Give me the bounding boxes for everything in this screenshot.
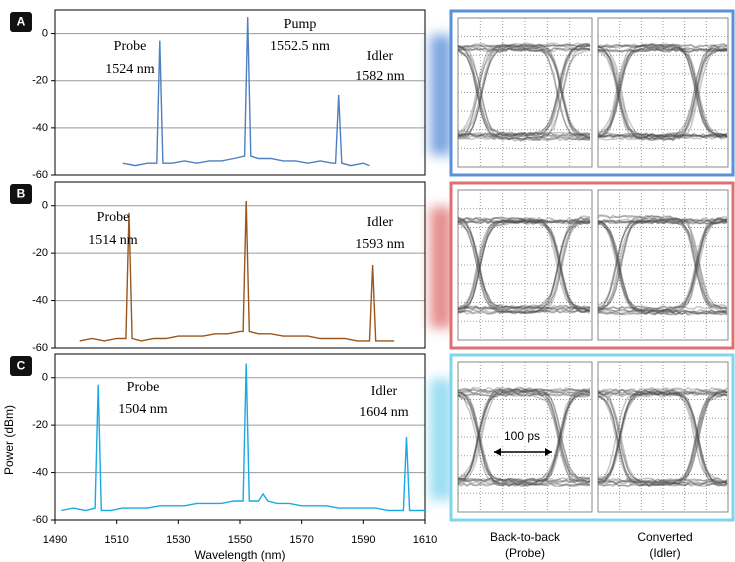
annotation: Pump	[284, 17, 317, 32]
x-tick-label: 1570	[289, 534, 313, 546]
annotation: 1582 nm	[355, 69, 405, 84]
x-tick-label: 1510	[104, 534, 128, 546]
annotation: Idler	[371, 384, 398, 399]
y-tick-label: -40	[32, 122, 48, 134]
y-tick-label: 0	[42, 200, 48, 212]
y-tick-label: -60	[32, 342, 48, 354]
y-tick-label: -40	[32, 466, 48, 478]
annotation: 1604 nm	[359, 405, 409, 420]
eye-caption: (Probe)	[505, 546, 545, 560]
panel-label: C	[17, 359, 26, 373]
x-tick-label: 1590	[351, 534, 375, 546]
panel-glow	[430, 379, 452, 500]
annotation: Idler	[367, 215, 394, 230]
x-tick-label: 1550	[228, 534, 252, 546]
figure: 0 -20 -40 -60 Probe 1524 nm Pump 1552.5 nm Idler…	[0, 0, 735, 562]
y-tick-label: -60	[32, 514, 48, 526]
eye-caption: Converted	[637, 530, 692, 544]
annotation: Probe	[127, 380, 160, 395]
annotation: Probe	[114, 39, 147, 54]
eye-caption: Back-to-back	[490, 530, 561, 544]
annotation: Idler	[367, 49, 394, 64]
y-tick-label: 0	[42, 27, 48, 39]
annotation: Probe	[97, 210, 130, 225]
y-tick-label: -20	[32, 419, 48, 431]
plot-frame	[55, 182, 425, 348]
eye-caption: (Idler)	[649, 546, 680, 560]
x-tick-label: 1610	[413, 534, 437, 546]
plot-frame	[55, 354, 425, 520]
y-tick-label: -40	[32, 294, 48, 306]
x-axis-label: Wavelength (nm)	[195, 548, 286, 562]
plot-frame	[55, 10, 425, 175]
marker-label: 100 ps	[504, 429, 540, 443]
annotation: 1504 nm	[118, 402, 168, 417]
x-tick-label: 1530	[166, 534, 190, 546]
y-tick-label: -60	[32, 169, 48, 181]
y-tick-label: 0	[42, 372, 48, 384]
annotation: 1514 nm	[88, 233, 138, 248]
annotation: 1552.5 nm	[270, 39, 330, 54]
y-axis-label: Power (dBm)	[2, 405, 16, 475]
panel-glow	[430, 207, 452, 328]
x-tick-label: 1490	[43, 534, 67, 546]
panel-glow	[430, 35, 452, 155]
annotation: 1593 nm	[355, 237, 405, 252]
spectrum-line	[123, 17, 370, 166]
y-tick-label: -20	[32, 75, 48, 87]
panel-label: A	[17, 15, 26, 29]
panel-label: B	[17, 187, 26, 201]
annotation: 1524 nm	[105, 62, 155, 77]
y-tick-label: -20	[32, 247, 48, 259]
